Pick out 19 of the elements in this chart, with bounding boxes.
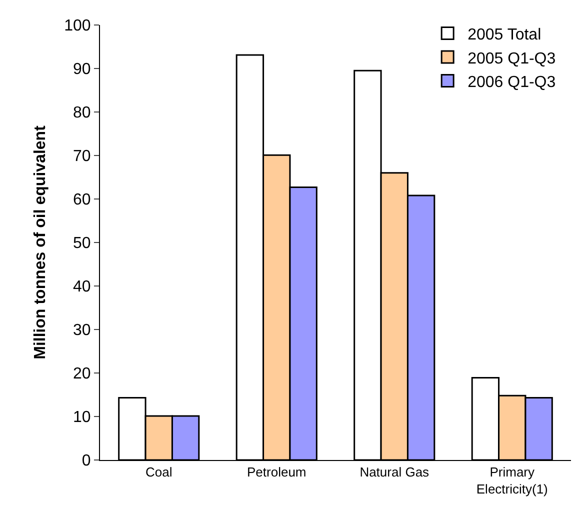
- legend-label: 2005 Q1-Q3: [468, 50, 556, 68]
- y-tick-label: 30: [73, 322, 91, 340]
- x-tick-label: Petroleum: [247, 464, 306, 480]
- legend-label: 2005 Total: [468, 26, 542, 44]
- y-tick-label: 90: [73, 61, 91, 78]
- y-tick-label: 20: [73, 366, 91, 383]
- y-tick-label: 80: [73, 104, 91, 122]
- x-tick-label: Primary Electricity(1): [476, 464, 548, 496]
- x-tick-label: Natural Gas: [360, 464, 430, 480]
- y-tick-label: 60: [73, 192, 91, 209]
- y-tick-label: 0: [82, 452, 91, 470]
- x-tick-label: Coal: [146, 464, 172, 480]
- y-tick-label: 100: [64, 18, 91, 35]
- y-tick-label: 50: [73, 235, 91, 252]
- y-tick-label: 10: [73, 409, 91, 426]
- y-tick-label: 40: [73, 278, 91, 296]
- y-axis-title: Million tonnes of oil equivalent: [32, 124, 49, 360]
- y-tick-label: 70: [73, 148, 91, 166]
- legend-label: 2006 Q1-Q3: [468, 74, 556, 92]
